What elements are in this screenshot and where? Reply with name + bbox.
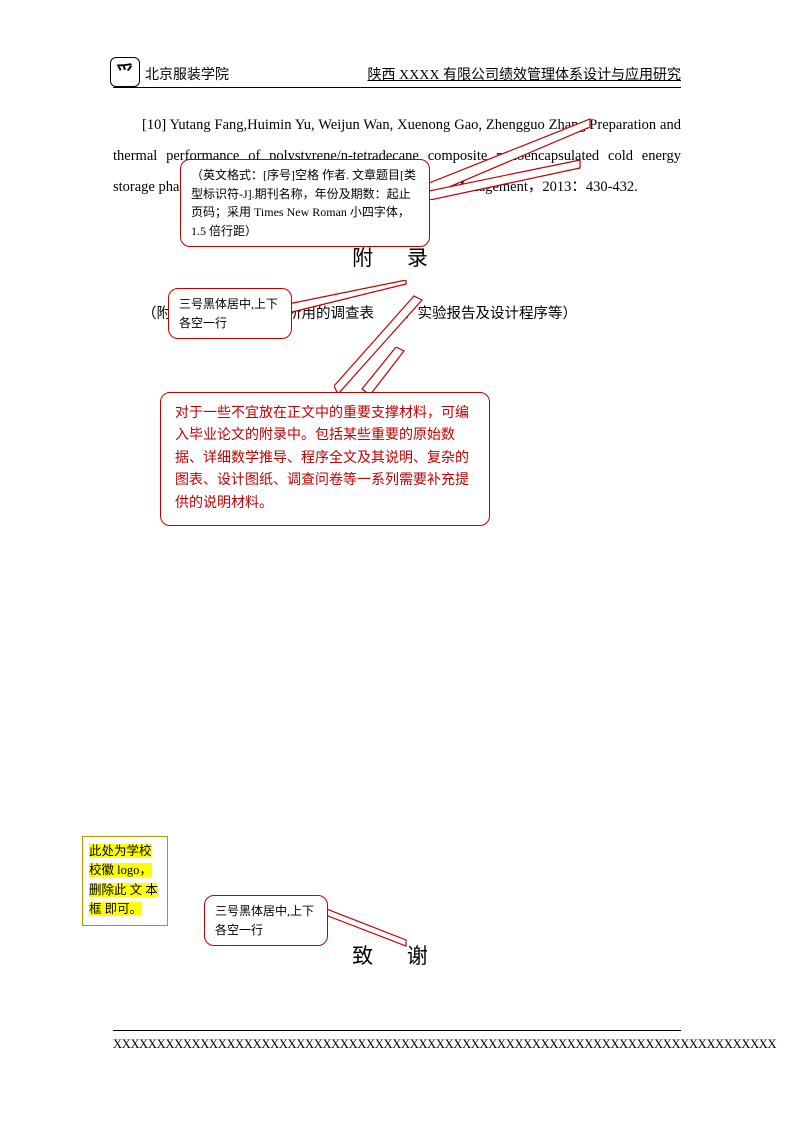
callout-heading-format: 三号黑体居中,上下各空一行	[168, 288, 292, 339]
callout-appendix-explanation: 对于一些不宜放在正文中的重要支撑材料，可编入毕业论文的附录中。包括某些重要的原始…	[160, 392, 490, 526]
callout-logo-note: 此处为学校校徽 logo，删除此 文 本 框 即可。	[82, 836, 168, 926]
page-header: 爫 北京服装学院 陕西 XXXX 有限公司绩效管理体系设计与应用研究	[113, 60, 681, 88]
page-footer: XXXXXXXXXXXXXXXXXXXXXXXXXXXXXXXXXXXXXXXX…	[113, 1030, 681, 1052]
acknowledgements-heading: 致 谢	[113, 940, 681, 970]
school-logo-icon: 爫	[110, 57, 140, 87]
header-thesis-title: 陕西 XXXX 有限公司绩效管理体系设计与应用研究	[368, 64, 681, 84]
callout-logo-note-text: 此处为学校校徽 logo，删除此 文 本 框 即可。	[89, 844, 158, 916]
header-school-name: 北京服装学院	[145, 64, 229, 84]
callout-heading-format-2: 三号黑体居中,上下各空一行	[204, 895, 328, 946]
callout-ref-format: （英文格式：[序号]空格 作者. 文章题目[类型标识符-J].期刊名称，年份及期…	[180, 159, 430, 247]
